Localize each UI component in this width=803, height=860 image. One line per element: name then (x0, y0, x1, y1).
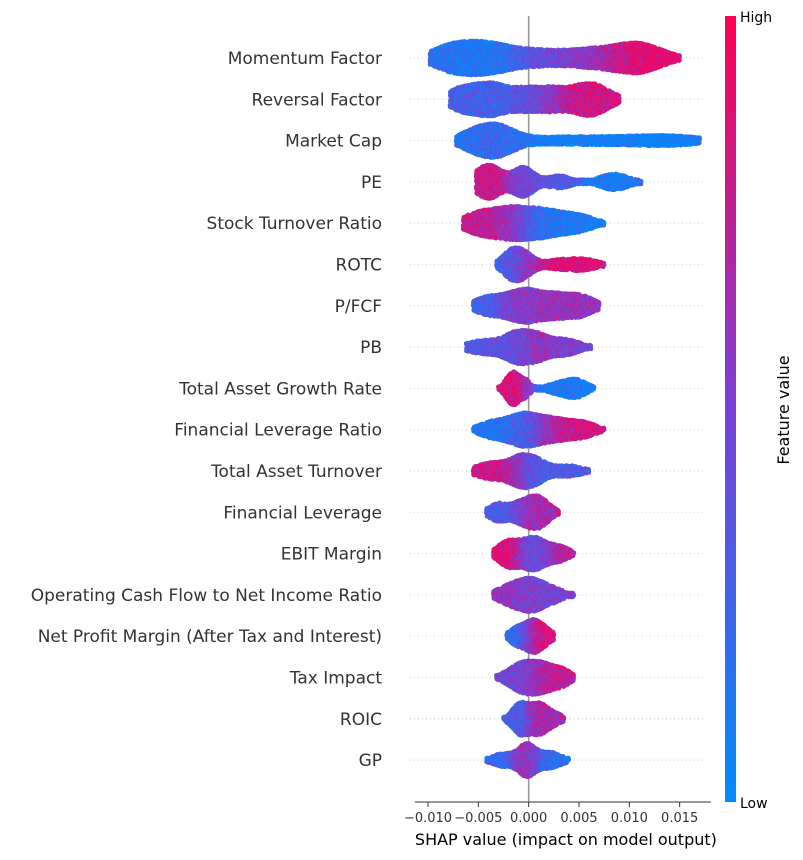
feature-label: Operating Cash Flow to Net Income Ratio (31, 586, 382, 606)
feature-row (428, 39, 682, 78)
feature-label: EBIT Margin (281, 545, 382, 565)
feature-label: Financial Leverage Ratio (174, 421, 382, 441)
feature-label: Stock Turnover Ratio (207, 214, 382, 234)
feature-label: Reversal Factor (252, 90, 382, 110)
feature-label: Total Asset Growth Rate (178, 379, 382, 399)
feature-label: Momentum Factor (228, 49, 382, 69)
feature-label: PB (360, 338, 382, 358)
feature-label: Net Profit Margin (After Tax and Interes… (38, 627, 382, 647)
feature-label: GP (359, 751, 382, 771)
feature-label: ROTC (336, 256, 382, 276)
feature-label: ROIC (340, 710, 382, 730)
feature-label: Total Asset Turnover (210, 462, 382, 482)
feature-label: Tax Impact (289, 669, 383, 689)
row-guide-lines (410, 58, 705, 760)
beeswarm-dots (428, 39, 702, 779)
feature-label: P/FCF (335, 297, 382, 317)
feature-labels: Momentum Factor Reversal Factor Market Cap… (31, 49, 383, 771)
feature-label: Market Cap (285, 132, 382, 152)
feature-label: PE (361, 173, 382, 193)
feature-label: Financial Leverage (223, 503, 382, 523)
